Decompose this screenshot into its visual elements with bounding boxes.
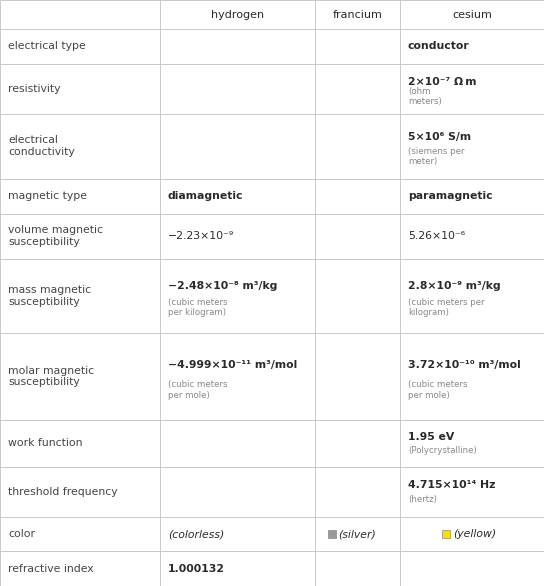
Text: (cubic meters
per mole): (cubic meters per mole) bbox=[168, 380, 227, 400]
Text: −2.23×10⁻⁹: −2.23×10⁻⁹ bbox=[168, 231, 234, 241]
Text: (yellow): (yellow) bbox=[453, 529, 496, 539]
Text: cesium: cesium bbox=[452, 9, 492, 19]
Text: (Polycrystalline): (Polycrystalline) bbox=[408, 446, 477, 455]
Text: 3.72×10⁻¹⁰ m³/mol: 3.72×10⁻¹⁰ m³/mol bbox=[408, 359, 521, 370]
Text: (ohm
meters): (ohm meters) bbox=[408, 87, 442, 106]
Bar bbox=[442, 530, 450, 538]
Text: (silver): (silver) bbox=[338, 529, 376, 539]
Text: color: color bbox=[8, 529, 35, 539]
Text: magnetic type: magnetic type bbox=[8, 191, 87, 201]
Text: −4.999×10⁻¹¹ m³/mol: −4.999×10⁻¹¹ m³/mol bbox=[168, 359, 297, 370]
Text: diamagnetic: diamagnetic bbox=[168, 191, 244, 201]
Text: work function: work function bbox=[8, 438, 83, 448]
Text: mass magnetic
susceptibility: mass magnetic susceptibility bbox=[8, 285, 91, 307]
Text: electrical type: electrical type bbox=[8, 42, 86, 52]
Text: (cubic meters
per mole): (cubic meters per mole) bbox=[408, 380, 467, 400]
Text: threshold frequency: threshold frequency bbox=[8, 487, 118, 497]
Bar bbox=[327, 530, 336, 538]
Text: (siemens per
meter): (siemens per meter) bbox=[408, 146, 465, 166]
Text: 2.8×10⁻⁹ m³/kg: 2.8×10⁻⁹ m³/kg bbox=[408, 281, 500, 291]
Text: electrical
conductivity: electrical conductivity bbox=[8, 135, 75, 157]
Text: hydrogen: hydrogen bbox=[211, 9, 264, 19]
Text: 1.95 eV: 1.95 eV bbox=[408, 432, 454, 442]
Text: 5.26×10⁻⁶: 5.26×10⁻⁶ bbox=[408, 231, 465, 241]
Text: (cubic meters per
kilogram): (cubic meters per kilogram) bbox=[408, 298, 485, 318]
Text: paramagnetic: paramagnetic bbox=[408, 191, 493, 201]
Text: volume magnetic
susceptibility: volume magnetic susceptibility bbox=[8, 226, 103, 247]
Text: (colorless): (colorless) bbox=[168, 529, 224, 539]
Text: resistivity: resistivity bbox=[8, 84, 60, 94]
Text: 4.715×10¹⁴ Hz: 4.715×10¹⁴ Hz bbox=[408, 480, 496, 490]
Text: 5×10⁶ S/m: 5×10⁶ S/m bbox=[408, 132, 471, 142]
Text: (cubic meters
per kilogram): (cubic meters per kilogram) bbox=[168, 298, 227, 318]
Text: molar magnetic
susceptibility: molar magnetic susceptibility bbox=[8, 366, 94, 387]
Text: francium: francium bbox=[332, 9, 382, 19]
Text: 1.000132: 1.000132 bbox=[168, 564, 225, 574]
Text: refractive index: refractive index bbox=[8, 564, 94, 574]
Text: 2×10⁻⁷ Ω m: 2×10⁻⁷ Ω m bbox=[408, 77, 477, 87]
Text: conductor: conductor bbox=[408, 42, 470, 52]
Text: −2.48×10⁻⁸ m³/kg: −2.48×10⁻⁸ m³/kg bbox=[168, 281, 277, 291]
Text: (hertz): (hertz) bbox=[408, 495, 437, 504]
